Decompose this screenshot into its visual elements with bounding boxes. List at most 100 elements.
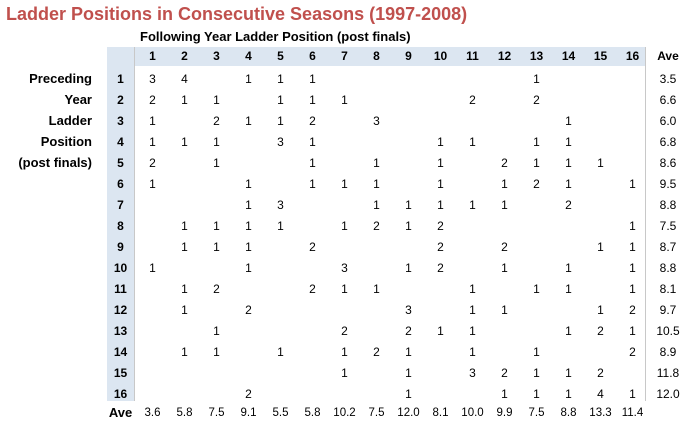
column-header: 16: [625, 49, 640, 63]
table-cell: 2: [533, 177, 540, 191]
table-cell: 2: [565, 198, 572, 212]
table-cell: 2: [341, 324, 348, 338]
table-cell: 1: [437, 324, 444, 338]
table-cell: 2: [629, 345, 636, 359]
column-average: 7.5: [368, 407, 385, 419]
table-cell: 1: [213, 93, 220, 107]
table-cell: 1: [277, 114, 284, 128]
table-cell: 1: [437, 135, 444, 149]
table-cell: 2: [373, 345, 380, 359]
row-header: 5: [117, 156, 124, 170]
column-header: 5: [277, 49, 284, 63]
table-cell: 3: [405, 303, 412, 317]
table-cell: 1: [149, 114, 156, 128]
table-cell: 1: [309, 156, 316, 170]
table-cell: 1: [405, 261, 412, 275]
table-cell: 1: [629, 282, 636, 296]
table-cell: 1: [469, 345, 476, 359]
column-header: 9: [405, 49, 412, 63]
table-cell: 1: [629, 240, 636, 254]
table-cell: 1: [565, 114, 572, 128]
column-average: 8.1: [432, 407, 449, 419]
column-average: 9.1: [240, 407, 257, 419]
table-cell: 1: [469, 303, 476, 317]
column-average: 9.9: [496, 407, 513, 419]
column-average: 3.6: [144, 407, 161, 419]
column-header: 2: [181, 49, 188, 63]
y-axis-label-line: (post finals): [18, 155, 92, 170]
column-header: 6: [309, 49, 316, 63]
table-cell: 4: [181, 72, 188, 86]
table-cell: 1: [181, 282, 188, 296]
table-cell: 1: [533, 345, 540, 359]
table-cell: 3: [373, 114, 380, 128]
table-cell: 1: [597, 303, 604, 317]
table-cell: 1: [245, 72, 252, 86]
row-average: 8.6: [659, 156, 677, 170]
table-cell: 1: [245, 240, 252, 254]
table-cell: 1: [149, 135, 156, 149]
column-average: 7.5: [528, 407, 545, 419]
table-cell: 1: [341, 345, 348, 359]
column-average: 13.3: [589, 407, 612, 419]
table-cell: 1: [597, 240, 604, 254]
row-average: 8.8: [659, 261, 677, 275]
column-header: 14: [561, 49, 576, 63]
table-cell: 1: [341, 219, 348, 233]
table-cell: 1: [213, 240, 220, 254]
table-cell: 2: [309, 240, 316, 254]
table-cell: 1: [469, 135, 476, 149]
table-cell: 1: [181, 219, 188, 233]
table-cell: 1: [501, 177, 508, 191]
table-cell: 1: [181, 135, 188, 149]
table-cell: 1: [181, 93, 188, 107]
table-cell: 2: [533, 93, 540, 107]
table-cell: 1: [277, 219, 284, 233]
column-header: 12: [497, 49, 512, 63]
table-cell: 1: [629, 261, 636, 275]
table-cell: 4: [597, 387, 604, 401]
table-cell: 1: [533, 156, 540, 170]
row-header: 4: [117, 135, 124, 149]
column-header: 15: [593, 49, 608, 63]
chart-title: Ladder Positions in Consecutive Seasons …: [6, 4, 468, 24]
table-cell: 1: [245, 114, 252, 128]
row-header: 10: [113, 261, 128, 275]
table-cell: 1: [341, 282, 348, 296]
table-cell: 1: [565, 177, 572, 191]
table-cell: 1: [597, 156, 604, 170]
table-cell: 1: [501, 261, 508, 275]
table-cell: 1: [533, 282, 540, 296]
column-header: 1: [149, 49, 156, 63]
table-cell: 1: [565, 324, 572, 338]
row-header: 15: [113, 366, 128, 380]
table-cell: 2: [309, 282, 316, 296]
table-cell: 1: [373, 156, 380, 170]
table-cell: 1: [181, 240, 188, 254]
row-average: 8.8: [659, 198, 677, 212]
table-cell: 2: [309, 114, 316, 128]
row-header-band: [107, 66, 134, 401]
table-cell: 1: [533, 366, 540, 380]
table-cell: 3: [277, 198, 284, 212]
row-average: 12.0: [656, 387, 680, 401]
row-average: 3.5: [659, 72, 677, 86]
table-cell: 2: [437, 240, 444, 254]
row-header: 1: [117, 72, 124, 86]
column-average: 10.0: [461, 407, 484, 419]
table-cell: 1: [565, 135, 572, 149]
table-cell: 1: [437, 198, 444, 212]
row-header: 13: [113, 324, 128, 338]
row-header: 7: [117, 198, 124, 212]
table-cell: 2: [597, 324, 604, 338]
column-average: 12.0: [397, 407, 420, 419]
row-average: 7.5: [659, 219, 677, 233]
y-axis-label-line: Ladder: [48, 113, 92, 128]
table-cell: 1: [565, 366, 572, 380]
column-header-band: [107, 47, 645, 66]
table-cell: 1: [501, 198, 508, 212]
table-cell: 1: [565, 282, 572, 296]
row-header: 9: [117, 240, 124, 254]
y-axis-label-line: Preceding: [29, 71, 92, 86]
row-average: 10.5: [656, 324, 680, 338]
